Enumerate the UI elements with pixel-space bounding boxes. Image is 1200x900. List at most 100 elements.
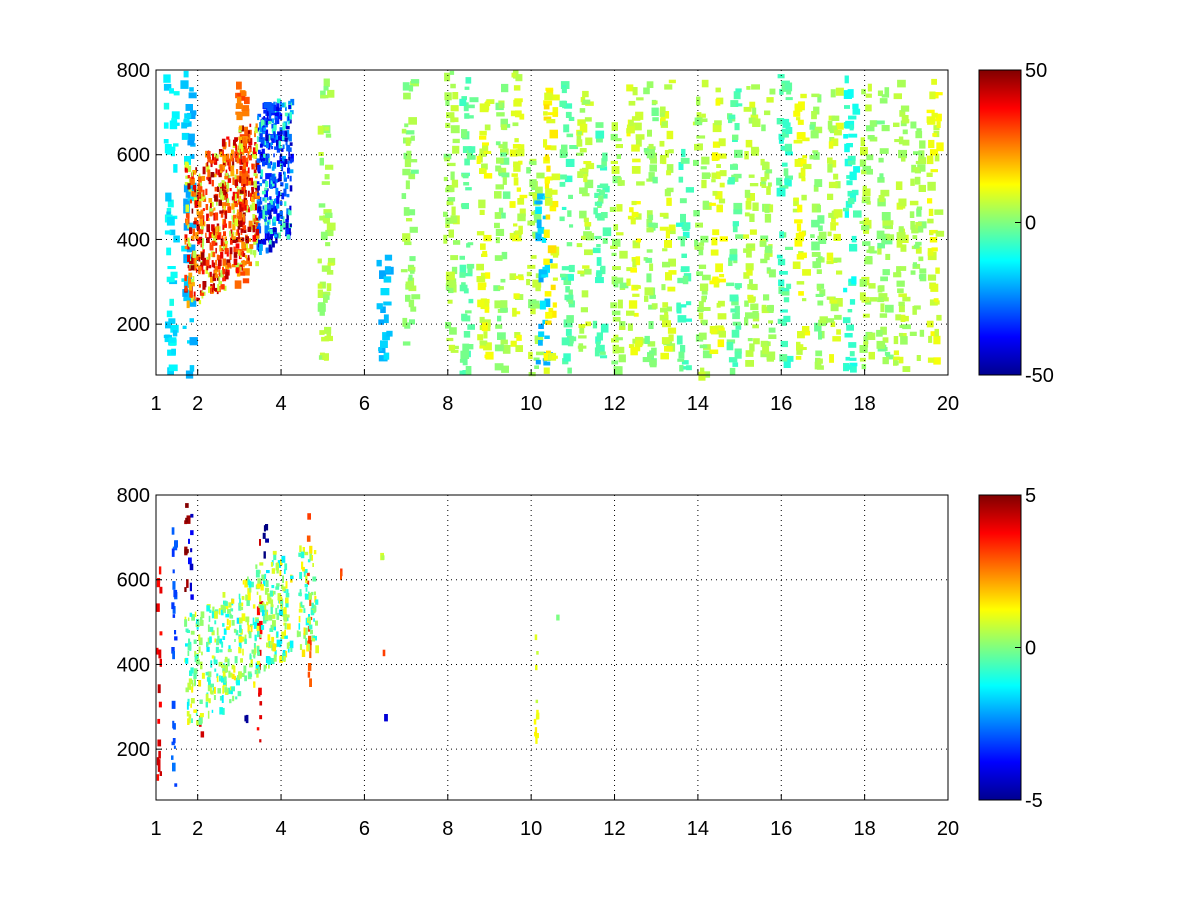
heatmap-cell <box>697 306 704 312</box>
heatmap-cell <box>509 149 518 157</box>
heatmap-ridge-cell <box>222 592 226 598</box>
heatmap-cell <box>266 118 274 122</box>
heatmap-ridge-cell <box>296 630 299 638</box>
heatmap-cell <box>267 105 275 113</box>
heatmap-cell <box>528 372 536 377</box>
heatmap-ridge-cell <box>208 615 211 622</box>
heatmap-cell <box>927 119 936 125</box>
heatmap-cell <box>512 122 519 127</box>
heatmap-ridge-cell <box>251 186 254 191</box>
x-tick-label: 20 <box>937 818 959 840</box>
heatmap-cell <box>405 130 415 135</box>
heatmap-ridge-cell <box>185 204 189 213</box>
heatmap-ridge-cell <box>222 707 225 715</box>
heatmap-ridge-cell <box>207 684 212 692</box>
heatmap-ridge-cell <box>209 211 213 217</box>
heatmap-cell <box>780 309 788 313</box>
heatmap-ridge-cell <box>228 670 231 678</box>
heatmap-cell <box>781 162 788 167</box>
heatmap-cell <box>559 181 566 187</box>
heatmap-ridge-cell <box>284 112 289 117</box>
heatmap-ridge-cell <box>252 214 256 222</box>
heatmap-cell <box>935 113 942 122</box>
heatmap-cell <box>157 765 161 772</box>
heatmap-cell <box>544 291 552 297</box>
heatmap-cell <box>668 334 674 342</box>
heatmap-cell <box>595 130 605 139</box>
heatmap-cell <box>451 284 457 293</box>
heatmap-cell <box>515 149 525 157</box>
heatmap-cell <box>450 255 459 261</box>
heatmap-cell <box>596 189 601 193</box>
heatmap-cell <box>752 202 759 211</box>
heatmap-cell <box>711 179 716 183</box>
heatmap-cell <box>677 315 687 323</box>
heatmap-ridge-cell <box>289 640 294 649</box>
heatmap-cell <box>576 152 584 156</box>
heatmap-cell <box>743 234 750 239</box>
heatmap-cell <box>579 123 588 133</box>
heatmap-cell <box>785 246 793 250</box>
heatmap-cell <box>898 332 903 337</box>
heatmap-ridge-cell <box>205 671 209 676</box>
heatmap-cell <box>187 222 197 229</box>
heatmap-cell <box>536 651 539 655</box>
heatmap-ridge-cell <box>196 209 199 215</box>
heatmap-ridge-cell <box>228 139 231 147</box>
heatmap-ridge-cell <box>275 205 278 213</box>
heatmap-ridge-cell <box>190 279 195 283</box>
heatmap-ridge-cell <box>274 234 278 239</box>
heatmap-ridge-cell <box>205 701 208 708</box>
heatmap-ridge-cell <box>268 158 271 166</box>
heatmap-cell <box>881 125 890 132</box>
heatmap-ridge-cell <box>258 212 263 219</box>
heatmap-cell <box>867 83 872 92</box>
heatmap-ridge-cell <box>275 586 280 590</box>
heatmap-cell <box>170 271 178 279</box>
heatmap-ridge-cell <box>206 165 210 173</box>
colorbar-gradient <box>978 69 1022 376</box>
heatmap-cell <box>817 215 825 224</box>
heatmap-ridge-cell <box>272 162 277 169</box>
heatmap-ridge-cell <box>198 236 203 244</box>
heatmap-cell <box>830 222 836 231</box>
heatmap-cell <box>541 272 549 278</box>
heatmap-cell <box>476 155 481 164</box>
heatmap-cell <box>163 102 170 110</box>
heatmap-ridge-cell <box>223 189 226 196</box>
heatmap-cell <box>500 118 508 128</box>
heatmap-cell <box>549 206 557 212</box>
heatmap-cell <box>849 171 857 181</box>
heatmap-ridge-cell <box>244 579 248 588</box>
heatmap-ridge-cell <box>187 165 192 173</box>
heatmap-ridge-cell <box>212 252 216 258</box>
heatmap-ridge-cell <box>238 264 241 273</box>
heatmap-ridge-cell <box>247 588 251 594</box>
heatmap-cell <box>629 207 634 213</box>
heatmap-cell <box>642 357 652 363</box>
heatmap-ridge-cell <box>283 569 286 574</box>
heatmap-ridge-cell <box>190 265 195 271</box>
heatmap-cell <box>744 212 750 217</box>
heatmap-ridge-cell <box>276 196 280 204</box>
heatmap-cell <box>516 187 521 192</box>
heatmap-cell <box>748 279 753 285</box>
heatmap-ridge-cell <box>299 602 302 609</box>
heatmap-cell <box>877 90 883 96</box>
heatmap-cell <box>831 216 836 223</box>
heatmap-ridge-cell <box>285 592 290 598</box>
heatmap-cell <box>665 272 672 281</box>
heatmap-cell <box>235 175 243 182</box>
heatmap-ridge-cell <box>238 671 242 679</box>
heatmap-cell <box>483 331 488 339</box>
heatmap-cell <box>785 97 793 101</box>
heatmap-cell <box>173 164 178 173</box>
heatmap-cell <box>317 125 324 135</box>
heatmap-ridge-cell <box>238 129 243 133</box>
heatmap-cell <box>833 233 841 241</box>
heatmap-ridge-cell <box>202 281 206 290</box>
heatmap-ridge-cell <box>236 209 239 214</box>
heatmap-cell <box>173 589 178 598</box>
heatmap-cell <box>927 198 933 204</box>
heatmap-cell <box>602 238 608 244</box>
